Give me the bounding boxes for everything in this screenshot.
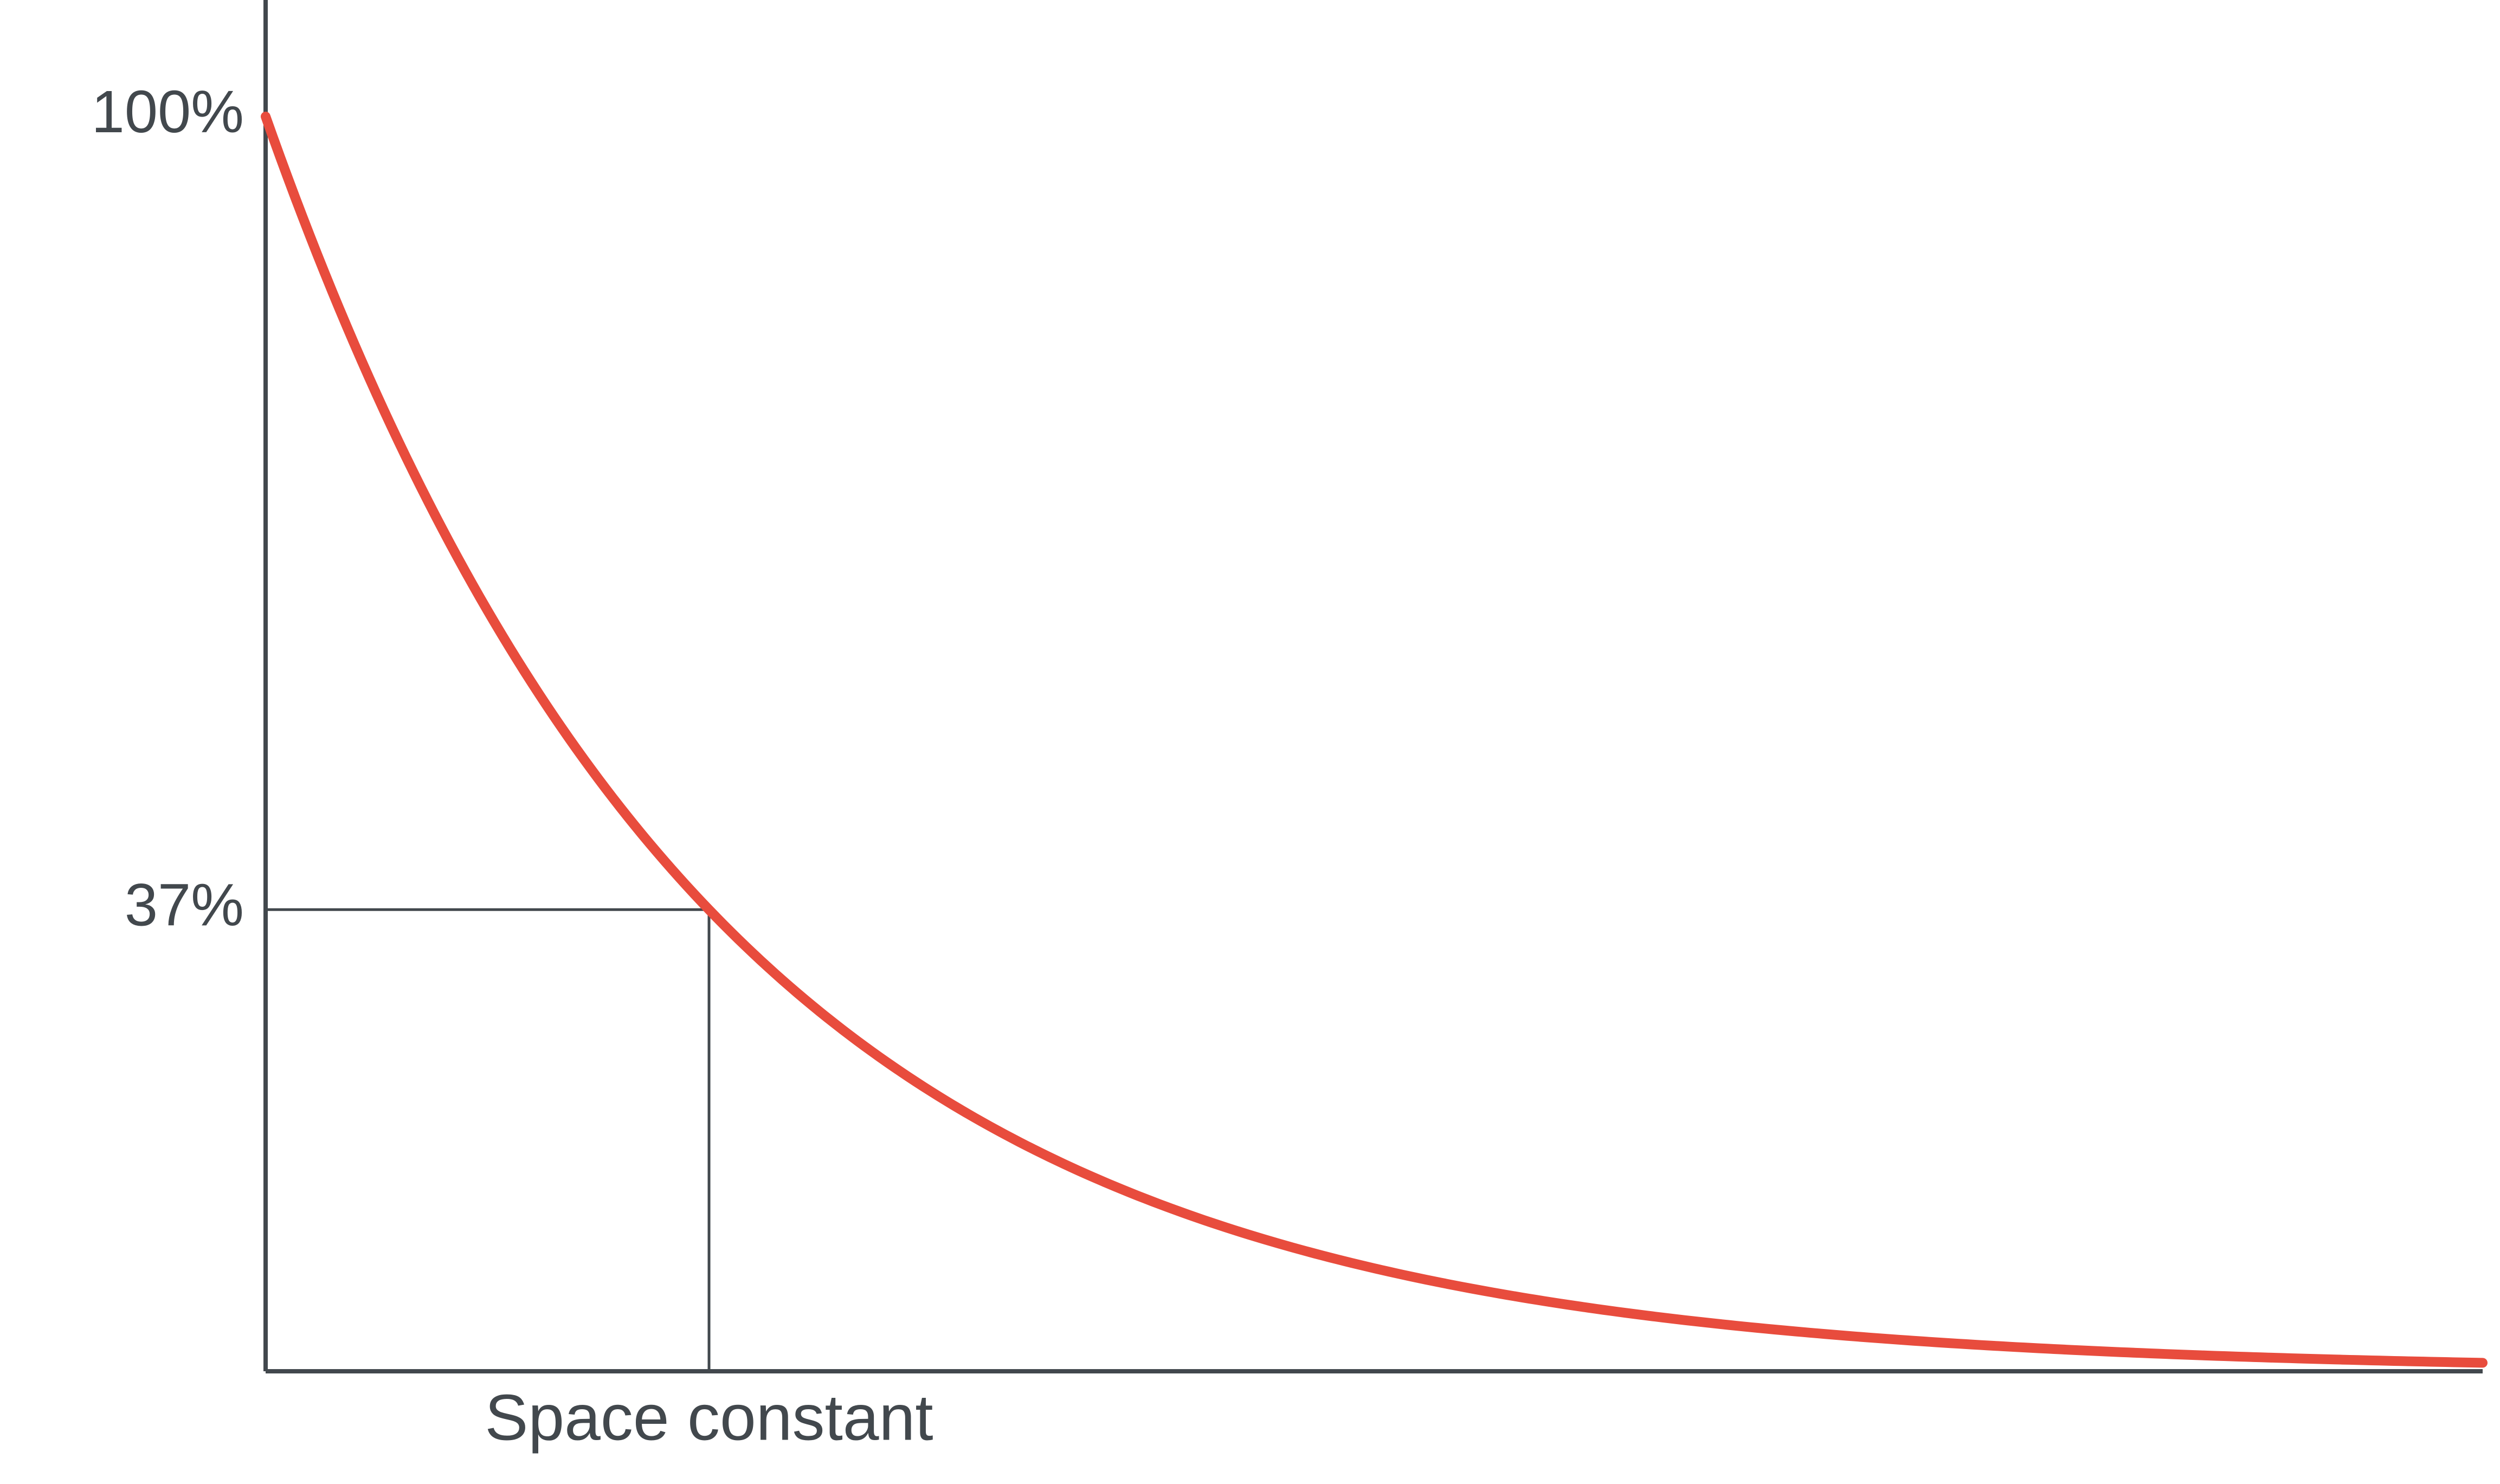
decay-curve [266,117,2483,1363]
y-tick-label-100: 100% [92,79,244,145]
decay-chart: 100% 37% Space constant [0,0,2500,1484]
x-axis-label: Space constant [485,1381,933,1454]
y-tick-label-37: 37% [125,872,244,938]
chart-svg: 100% 37% Space constant [0,0,2500,1484]
